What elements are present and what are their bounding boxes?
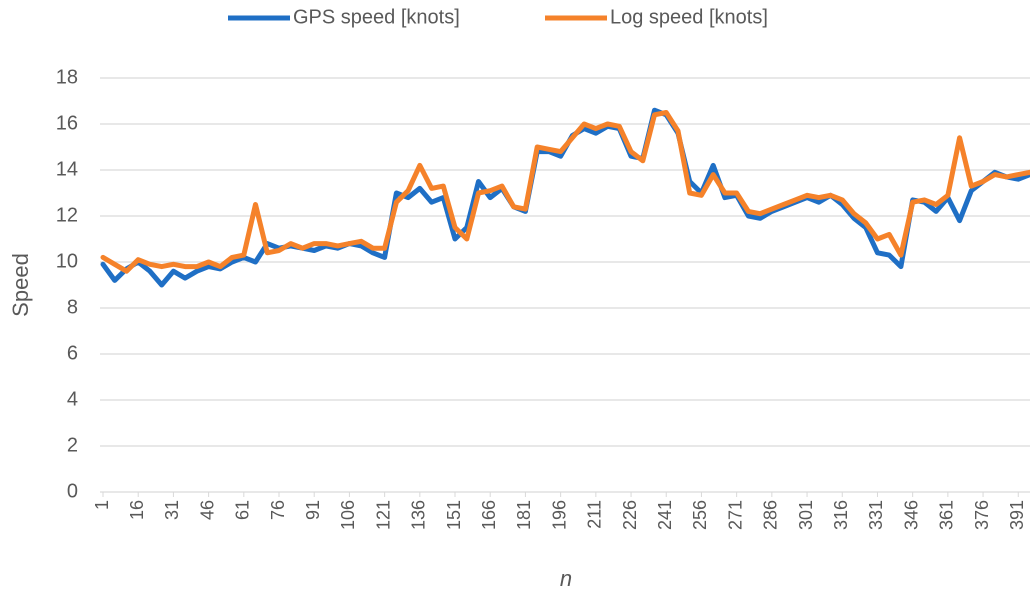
- y-tick-label: 8: [67, 296, 78, 318]
- x-tick-label: 121: [373, 500, 393, 530]
- x-tick-label: 316: [831, 500, 851, 530]
- y-tick-label: 14: [56, 158, 78, 180]
- series-line: [100, 110, 1030, 274]
- x-tick-label: 256: [690, 500, 710, 530]
- y-tick-label: 10: [56, 250, 78, 272]
- x-tick-label: 226: [620, 500, 640, 530]
- y-tick-label: 2: [67, 434, 78, 456]
- x-tick-label: 16: [127, 500, 147, 520]
- x-tick-label: 361: [937, 500, 957, 530]
- x-tick-label: 1: [92, 500, 112, 510]
- x-tick-label: 151: [444, 500, 464, 530]
- y-tick-label: 18: [56, 66, 78, 88]
- x-tick-label: 76: [268, 500, 288, 520]
- x-tick-label: 46: [197, 500, 217, 520]
- x-tick-label: 106: [338, 500, 358, 530]
- x-tick-label: 241: [655, 500, 675, 530]
- x-tick-label: 136: [409, 500, 429, 530]
- x-tick-label: 301: [796, 500, 816, 530]
- x-tick-label: 166: [479, 500, 499, 530]
- y-tick-label: 0: [67, 480, 78, 502]
- x-tick-label: 196: [549, 500, 569, 530]
- x-tick-label: 61: [233, 500, 253, 520]
- x-tick-label: 376: [972, 500, 992, 530]
- x-tick-label: 331: [866, 500, 886, 530]
- y-tick-label: 6: [67, 342, 78, 364]
- x-tick-label: 91: [303, 500, 323, 520]
- series-line: [100, 107, 1030, 288]
- y-tick-label: 16: [56, 112, 78, 134]
- x-tick-label: 286: [761, 500, 781, 530]
- y-tick-label: 12: [56, 204, 78, 226]
- x-tick-label: 211: [585, 500, 605, 529]
- x-tick-label: 271: [725, 500, 745, 530]
- legend-label: GPS speed [knots]: [293, 6, 460, 28]
- x-tick-label: 391: [1007, 500, 1027, 530]
- y-tick-label: 4: [67, 388, 78, 410]
- x-axis-title: n: [560, 566, 572, 591]
- x-tick-label: 346: [901, 500, 921, 530]
- legend-label: Log speed [knots]: [610, 6, 768, 28]
- y-axis-title: Speed: [8, 253, 33, 317]
- x-tick-label: 181: [514, 500, 534, 530]
- x-tick-label: 31: [162, 500, 182, 520]
